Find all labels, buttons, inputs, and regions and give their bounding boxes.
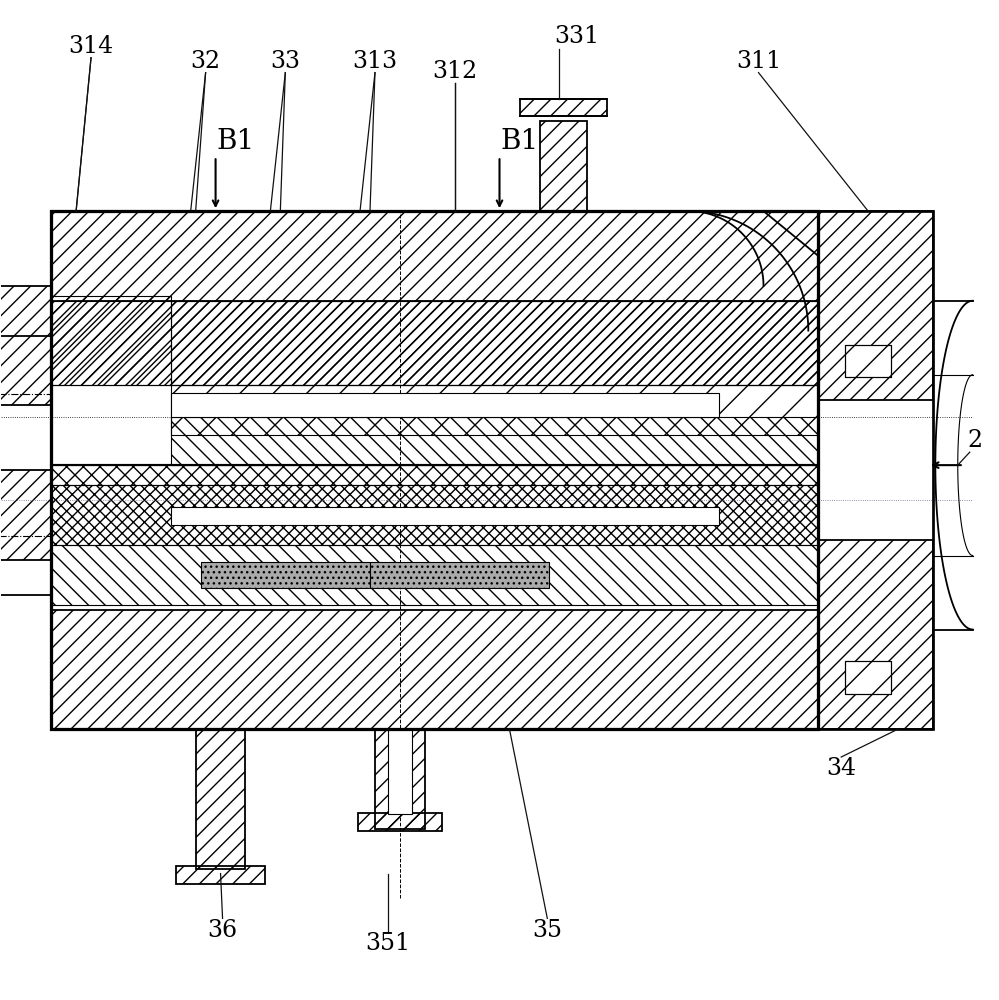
Bar [51,301,818,385]
Bar [171,507,718,525]
Bar [51,211,818,729]
Text: 314: 314 [68,35,114,58]
Bar [171,385,818,435]
Text: B1: B1 [500,128,538,155]
Bar [0,286,51,405]
Bar [51,545,818,605]
Text: 35: 35 [532,919,562,942]
Bar [845,345,891,377]
Bar [388,729,412,814]
Text: 36: 36 [208,919,238,942]
Bar [176,866,266,884]
Bar [51,485,818,545]
Bar [0,470,51,560]
Text: B1: B1 [217,128,255,155]
Bar [818,211,933,400]
Text: 2: 2 [967,429,982,452]
Bar [196,729,246,869]
Bar [818,211,933,729]
Bar [171,393,718,417]
Text: 32: 32 [191,50,221,73]
Bar [375,729,425,829]
Bar [51,465,818,485]
Bar [51,296,171,385]
Bar [540,121,587,211]
Bar [520,99,607,116]
Bar [201,562,370,588]
Text: 311: 311 [736,50,781,73]
Text: 34: 34 [826,757,856,780]
Bar [370,562,549,588]
Bar [845,661,891,694]
Bar [358,813,442,831]
Bar [845,661,891,694]
Bar [51,211,818,301]
Bar [818,540,933,729]
Text: 33: 33 [271,50,301,73]
Text: 313: 313 [353,50,398,73]
Bar [171,417,818,465]
Bar [51,610,818,729]
Bar [171,301,818,385]
Text: 331: 331 [554,25,599,48]
Text: 351: 351 [366,932,411,955]
Text: 312: 312 [432,60,478,83]
Bar [845,345,891,377]
